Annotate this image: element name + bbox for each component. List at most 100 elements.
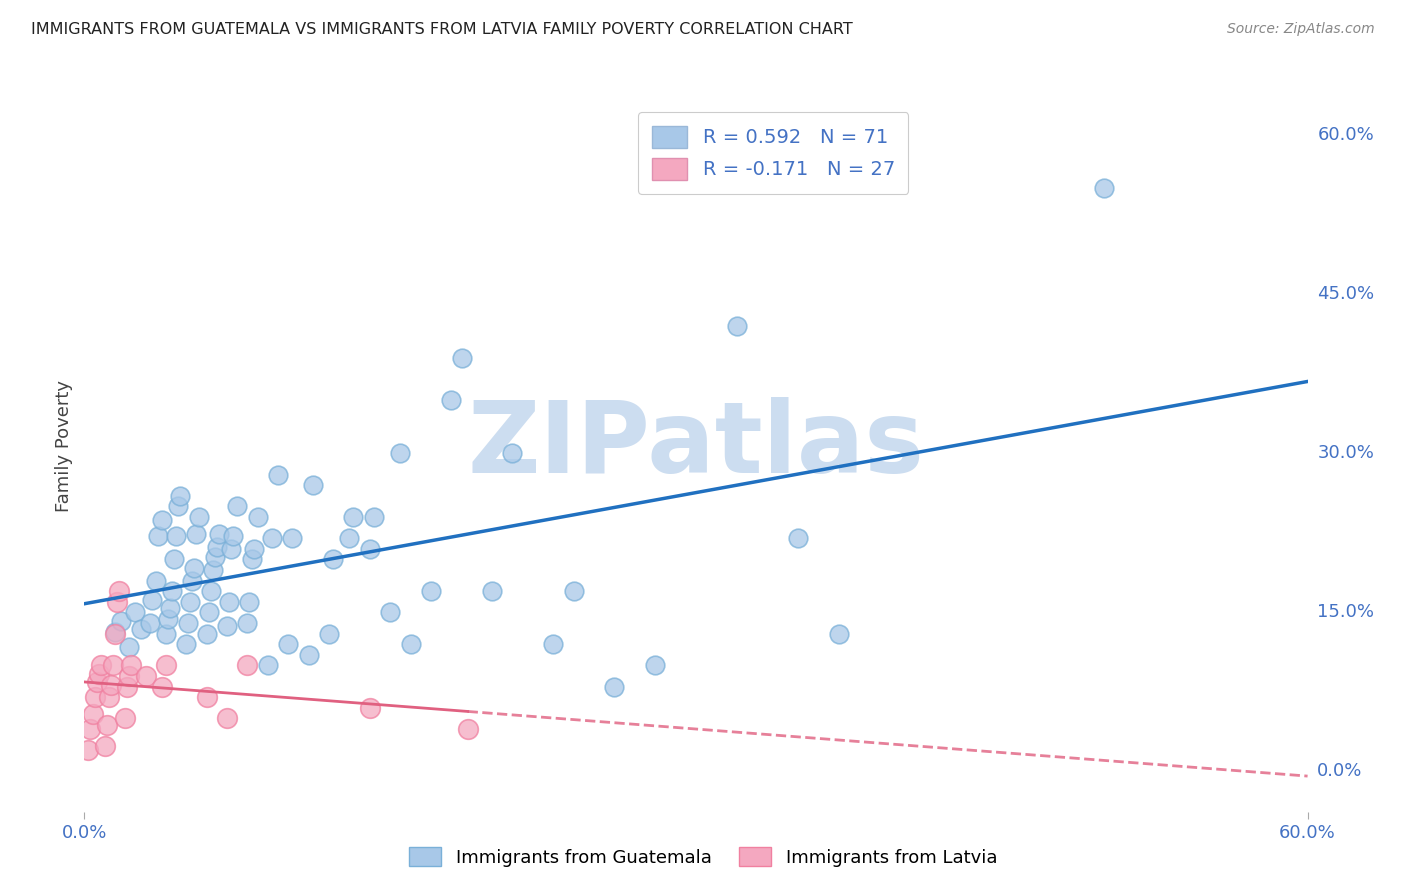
Point <box>104 624 127 639</box>
Point <box>399 637 422 651</box>
Point <box>450 351 472 365</box>
Point <box>828 626 851 640</box>
Point <box>197 606 219 620</box>
Point <box>87 667 110 681</box>
Point <box>108 584 131 599</box>
Point <box>238 595 260 609</box>
Point <box>118 669 141 683</box>
Point <box>200 584 222 599</box>
Point <box>86 675 108 690</box>
Point <box>246 510 269 524</box>
Point <box>219 541 242 556</box>
Text: Source: ZipAtlas.com: Source: ZipAtlas.com <box>1227 22 1375 37</box>
Point <box>301 478 323 492</box>
Point <box>93 739 115 753</box>
Point <box>543 637 565 651</box>
Point <box>118 640 141 655</box>
Point <box>298 648 321 662</box>
Point <box>138 615 160 630</box>
Point <box>167 500 190 514</box>
Point <box>236 658 259 673</box>
Point <box>342 510 364 524</box>
Point <box>205 540 228 554</box>
Point <box>363 510 385 524</box>
Point <box>131 623 153 637</box>
Point <box>481 584 503 599</box>
Point <box>156 612 179 626</box>
Point <box>380 606 402 620</box>
Point <box>110 614 132 628</box>
Point <box>242 541 264 556</box>
Point <box>83 690 105 705</box>
Point <box>101 658 124 673</box>
Point <box>322 552 344 566</box>
Point <box>240 552 263 566</box>
Point <box>177 615 200 630</box>
Point <box>208 527 231 541</box>
Point <box>155 658 177 673</box>
Point <box>145 574 167 588</box>
Point <box>181 574 204 588</box>
Point <box>169 489 191 503</box>
Point <box>201 563 224 577</box>
Point <box>226 500 249 514</box>
Text: IMMIGRANTS FROM GUATEMALA VS IMMIGRANTS FROM LATVIA FAMILY POVERTY CORRELATION C: IMMIGRANTS FROM GUATEMALA VS IMMIGRANTS … <box>31 22 852 37</box>
Point <box>187 510 209 524</box>
Point <box>339 531 361 545</box>
Point <box>359 701 381 715</box>
Point <box>183 561 205 575</box>
Point <box>135 669 157 683</box>
Point <box>195 626 218 640</box>
Point <box>163 552 186 566</box>
Point <box>787 531 810 545</box>
Point <box>267 467 290 482</box>
Point <box>105 595 128 609</box>
Point <box>90 658 112 673</box>
Point <box>1092 181 1115 195</box>
Point <box>120 658 142 673</box>
Point <box>141 592 163 607</box>
Point <box>359 541 381 556</box>
Point <box>457 722 479 736</box>
Point <box>155 626 177 640</box>
Point <box>100 677 122 691</box>
Point <box>160 584 183 599</box>
Y-axis label: Family Poverty: Family Poverty <box>55 380 73 512</box>
Point <box>150 680 173 694</box>
Point <box>420 584 443 599</box>
Point <box>257 658 280 673</box>
Point <box>82 707 104 722</box>
Point <box>603 680 626 694</box>
Text: ZIPatlas: ZIPatlas <box>468 398 924 494</box>
Point <box>502 446 524 460</box>
Point <box>277 637 299 651</box>
Point <box>217 711 239 725</box>
Point <box>281 531 304 545</box>
Point <box>146 529 169 543</box>
Point <box>79 722 101 736</box>
Point <box>260 531 283 545</box>
Point <box>204 550 226 565</box>
Point <box>104 626 127 640</box>
Point <box>179 595 201 609</box>
Point <box>159 601 181 615</box>
Point <box>186 527 208 541</box>
Point <box>165 529 187 543</box>
Point <box>150 513 173 527</box>
Point <box>218 595 240 609</box>
Legend: R = 0.592   N = 71, R = -0.171   N = 27: R = 0.592 N = 71, R = -0.171 N = 27 <box>638 112 908 194</box>
Point <box>124 606 146 620</box>
Point <box>77 743 100 757</box>
Point <box>222 529 245 543</box>
Point <box>114 711 136 725</box>
Point <box>725 319 748 334</box>
Point <box>644 658 666 673</box>
Point <box>236 615 259 630</box>
Point <box>97 690 120 705</box>
Point <box>389 446 412 460</box>
Point <box>115 680 138 694</box>
Point <box>217 619 239 633</box>
Point <box>440 393 463 408</box>
Point <box>174 637 197 651</box>
Point <box>318 626 340 640</box>
